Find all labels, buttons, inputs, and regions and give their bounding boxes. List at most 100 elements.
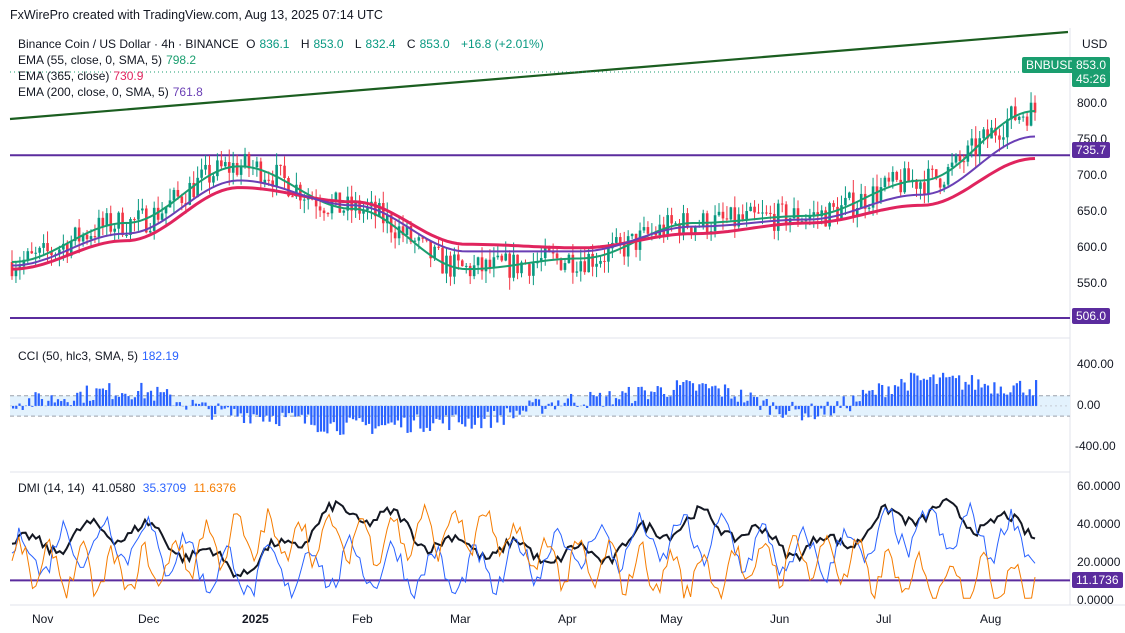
cci-bar [557, 400, 560, 406]
candle-body [891, 171, 895, 182]
candle-body [464, 265, 468, 267]
cci-bar [486, 405, 489, 412]
cci-bar [451, 405, 454, 416]
cci-bar [425, 405, 428, 428]
cci-bar [858, 401, 861, 406]
cci-bar [800, 405, 804, 421]
cci-bar [813, 405, 816, 420]
candle-body [437, 246, 440, 248]
candle-body [164, 207, 168, 214]
candle-body [690, 227, 693, 233]
cci-bar [618, 399, 621, 406]
cci-bar [576, 405, 579, 407]
candle-body [267, 179, 271, 181]
dmi-legend[interactable]: DMI (14, 14) 41.0580 35.3709 11.6376 [18, 481, 237, 495]
cci-bar [855, 401, 858, 406]
cci-bar [262, 405, 265, 422]
cci-bar [291, 405, 294, 413]
candle-body [180, 196, 184, 204]
cci-bar [775, 405, 778, 410]
cci-bar [63, 399, 66, 406]
cci-bar [602, 405, 605, 407]
candle-body [156, 207, 160, 220]
cci-bar [159, 392, 162, 406]
cci-bar [185, 405, 188, 410]
cci-bar [21, 405, 24, 410]
price-pane[interactable] [9, 30, 1070, 319]
cci-bar [919, 380, 922, 406]
candle-body [729, 207, 733, 220]
candle-body [330, 201, 334, 214]
candle-body [204, 164, 207, 170]
cci-bar [390, 405, 393, 423]
candle-body [188, 182, 192, 205]
candle-body [117, 212, 120, 229]
cci-pane[interactable] [10, 372, 1070, 435]
cci-bar [839, 405, 842, 408]
dmi-pane[interactable] [10, 497, 1070, 600]
cci-bar [958, 375, 961, 406]
candle-body [539, 258, 543, 262]
cci-bar [974, 389, 977, 406]
minus-di-value: 11.6376 [193, 481, 237, 495]
cci-bar [688, 381, 691, 406]
cci-bar [428, 405, 432, 431]
candle-body [42, 243, 45, 248]
candle-body [476, 257, 480, 266]
candle-body [366, 206, 369, 211]
candle-body [283, 165, 286, 178]
candle-body [480, 257, 484, 272]
cci-bar [759, 405, 762, 410]
candle-body [642, 227, 646, 231]
time-tick: Apr [558, 612, 577, 626]
cci-bar [983, 383, 986, 406]
cci-bar [1002, 393, 1006, 406]
candle-body [615, 237, 618, 243]
cci-bar [18, 403, 21, 406]
cci-bar [194, 403, 197, 406]
ohlc-change: +16.8 (+2.01%) [460, 37, 544, 51]
cci-bar [893, 385, 897, 406]
candle-body [172, 189, 176, 201]
candle-body [200, 169, 203, 178]
candle-body [571, 254, 575, 273]
cci-bar [169, 394, 172, 406]
candle-body [1029, 102, 1033, 126]
candle-body [895, 171, 899, 180]
candle-body [192, 182, 195, 198]
candle-body [832, 203, 835, 207]
cci-bar [1015, 383, 1018, 406]
price-tick: 700.0 [1077, 168, 1108, 182]
cci-bar [496, 405, 499, 423]
candle-body [318, 206, 322, 211]
candle-body [125, 234, 128, 236]
cci-bar [900, 378, 903, 406]
ema200-line [11, 135, 1036, 267]
cci-bar [836, 401, 839, 406]
candle-body [81, 234, 85, 242]
candle-body [1010, 106, 1013, 120]
candle-body [14, 270, 18, 277]
cci-bar [515, 405, 518, 411]
cci-bar [608, 391, 611, 406]
cci-bar [595, 396, 598, 406]
cci-bar [255, 405, 258, 415]
cci-bar [60, 401, 63, 406]
ema200-legend[interactable]: EMA (200, close, 0, SMA, 5) 761.8 [18, 85, 203, 99]
symbol-badge: BNBUSD [1022, 57, 1081, 73]
candle-body [460, 260, 464, 267]
cci-bar [274, 405, 278, 425]
cci-legend[interactable]: CCI (50, hlc3, SMA, 5) 182.19 [18, 349, 179, 363]
candle-body [22, 259, 26, 267]
ema365-legend[interactable]: EMA (365, close) 730.9 [18, 69, 144, 83]
cci-bar [175, 402, 178, 406]
cci-bar [355, 405, 358, 421]
cci-bar [746, 400, 749, 406]
currency-label[interactable]: USD [1082, 37, 1108, 51]
cci-bar [990, 393, 993, 406]
cci-bar [1031, 395, 1034, 406]
candle-body [216, 160, 219, 177]
ema55-legend[interactable]: EMA (55, close, 0, SMA, 5) 798.2 [18, 53, 197, 67]
candle-body [887, 177, 891, 182]
